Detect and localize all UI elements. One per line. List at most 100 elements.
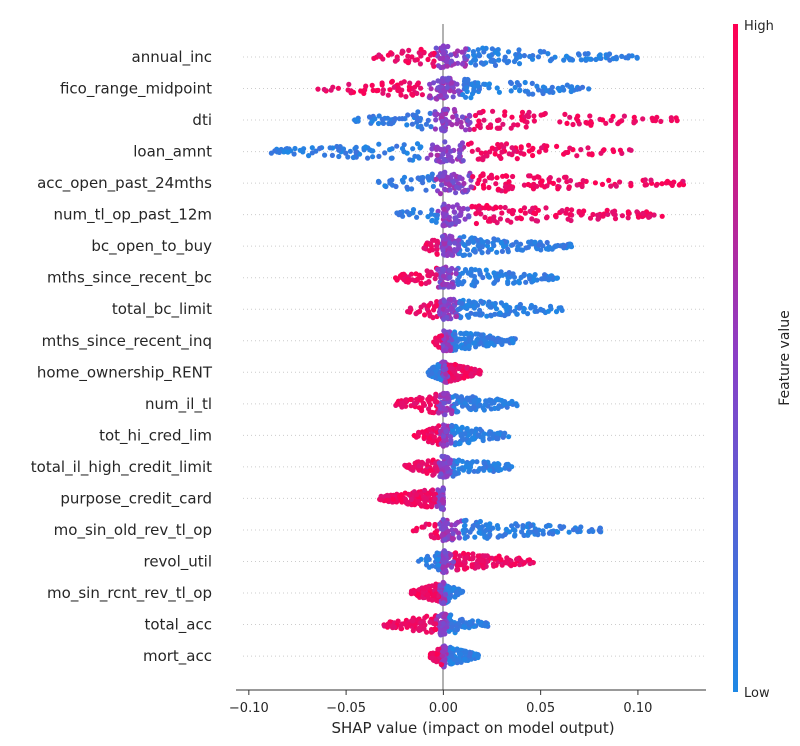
shap-point xyxy=(440,442,446,448)
shap-point xyxy=(387,147,393,153)
shap-point xyxy=(445,586,451,592)
shap-point xyxy=(514,523,521,529)
shap-point xyxy=(480,61,486,67)
shap-point xyxy=(376,153,382,159)
shap-point xyxy=(548,88,554,95)
shap-point xyxy=(456,306,462,312)
shap-point xyxy=(464,555,470,561)
shap-point xyxy=(575,113,581,119)
shap-point xyxy=(570,121,576,128)
shap-point xyxy=(404,122,410,128)
shap-point xyxy=(537,48,543,54)
shap-point xyxy=(376,113,382,119)
shap-point xyxy=(449,158,455,164)
shap-point xyxy=(398,497,404,503)
shap-point xyxy=(502,204,508,211)
shap-point xyxy=(441,266,447,273)
shap-point xyxy=(545,51,551,57)
shap-point xyxy=(431,592,437,598)
shap-point xyxy=(561,244,567,250)
shap-point xyxy=(435,63,441,69)
shap-point xyxy=(380,87,386,93)
shap-point xyxy=(563,174,569,180)
shap-point xyxy=(511,148,517,154)
shap-point xyxy=(540,528,546,534)
shap-point xyxy=(464,331,470,337)
shap-point xyxy=(463,517,469,524)
shap-point xyxy=(398,622,404,629)
shap-point xyxy=(502,54,508,60)
shap-point xyxy=(497,533,503,539)
shap-point xyxy=(526,109,532,115)
shap-point xyxy=(590,211,596,218)
shap-point xyxy=(544,239,550,246)
shap-point xyxy=(385,115,391,121)
shap-point xyxy=(522,210,528,216)
shap-point xyxy=(416,431,422,437)
shap-point xyxy=(451,375,457,381)
shap-point xyxy=(347,148,353,154)
shap-point xyxy=(475,653,481,659)
shap-point xyxy=(410,464,416,471)
shap-point xyxy=(581,208,587,214)
shap-point xyxy=(482,460,488,466)
shap-point xyxy=(410,112,416,118)
shap-point xyxy=(336,153,342,160)
shap-point xyxy=(502,531,508,538)
shap-point xyxy=(430,315,436,321)
shap-point xyxy=(525,181,531,188)
shap-point xyxy=(506,270,512,276)
shap-point xyxy=(511,533,518,539)
shap-point xyxy=(461,624,467,630)
shap-point xyxy=(599,181,606,187)
shap-point xyxy=(428,152,434,158)
shap-point xyxy=(476,529,482,536)
shap-point xyxy=(472,534,478,540)
shap-point xyxy=(434,651,440,657)
shap-point xyxy=(474,459,480,465)
shap-point xyxy=(521,53,528,59)
shap-point xyxy=(421,497,427,503)
shap-point xyxy=(494,249,500,255)
shap-point xyxy=(459,270,465,276)
shap-point xyxy=(412,57,418,63)
shap-point xyxy=(404,184,410,190)
shap-point xyxy=(417,61,423,67)
shap-point xyxy=(530,91,536,97)
shap-point xyxy=(426,273,433,279)
shap-point xyxy=(454,627,460,633)
shap-point xyxy=(425,458,431,464)
shap-point xyxy=(643,182,650,188)
shap-point xyxy=(564,120,570,126)
shap-point xyxy=(501,243,507,250)
shap-point xyxy=(441,206,447,212)
shap-point xyxy=(468,272,474,278)
feature-label: revol_util xyxy=(143,552,212,571)
shap-point xyxy=(456,237,462,243)
shap-point xyxy=(441,406,447,412)
shap-point xyxy=(499,272,505,278)
shap-point xyxy=(363,144,369,150)
shap-point xyxy=(413,396,420,402)
shap-point xyxy=(281,149,287,155)
shap-point xyxy=(521,273,527,279)
shap-point xyxy=(586,86,592,92)
shap-point xyxy=(415,117,421,123)
shap-point xyxy=(447,614,453,621)
shap-point xyxy=(420,430,427,436)
shap-point xyxy=(399,116,405,122)
shap-point xyxy=(431,304,438,310)
shap-point xyxy=(425,592,431,598)
shap-point xyxy=(466,112,472,118)
shap-point xyxy=(435,562,442,568)
shap-point xyxy=(424,268,430,274)
shap-point xyxy=(382,150,388,156)
shap-point xyxy=(459,466,465,472)
shap-point xyxy=(440,422,446,428)
shap-point xyxy=(488,406,494,412)
shap-point xyxy=(527,529,534,535)
shap-point xyxy=(486,53,492,59)
shap-point xyxy=(486,184,492,191)
shap-point xyxy=(470,174,476,180)
shap-point xyxy=(423,280,429,286)
